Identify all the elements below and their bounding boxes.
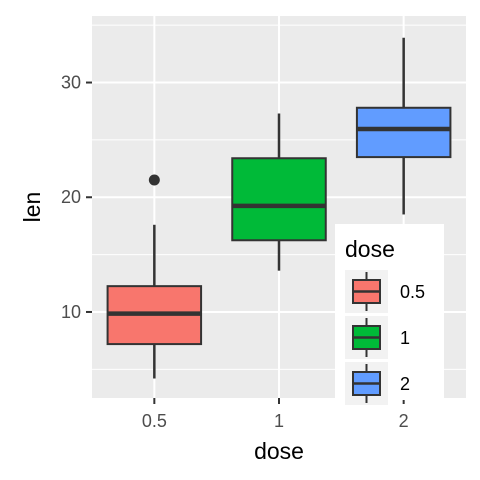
box-0.5	[106, 174, 203, 379]
legend-key-2: 2	[345, 362, 410, 405]
box-iqr	[355, 106, 452, 159]
legend-keys: 0.5 1 2	[345, 270, 425, 405]
legend: dose 0.5 1 2	[335, 224, 444, 405]
box-iqr	[231, 157, 327, 242]
legend-label: 2	[400, 374, 410, 394]
x-tick-label: 0.5	[142, 411, 167, 431]
x-tick-label: 2	[399, 411, 409, 431]
y-tick-label: 30	[61, 73, 81, 93]
box-2	[355, 37, 452, 215]
outlier-point	[148, 174, 160, 186]
x-tick-label: 1	[274, 411, 284, 431]
box-layer	[106, 37, 452, 379]
y-axis-title: len	[19, 192, 45, 223]
x-axis-title: dose	[254, 438, 304, 464]
legend-label: 1	[400, 328, 410, 348]
axis-layer: 10 20 30 0.5 1 2	[61, 73, 409, 431]
legend-title: dose	[345, 236, 395, 262]
y-tick-label: 10	[61, 302, 81, 322]
y-tick-label: 20	[61, 187, 81, 207]
box-1	[231, 113, 327, 271]
legend-key-1: 1	[345, 316, 410, 359]
legend-label: 0.5	[400, 282, 425, 302]
legend-key-0.5: 0.5	[345, 270, 425, 313]
